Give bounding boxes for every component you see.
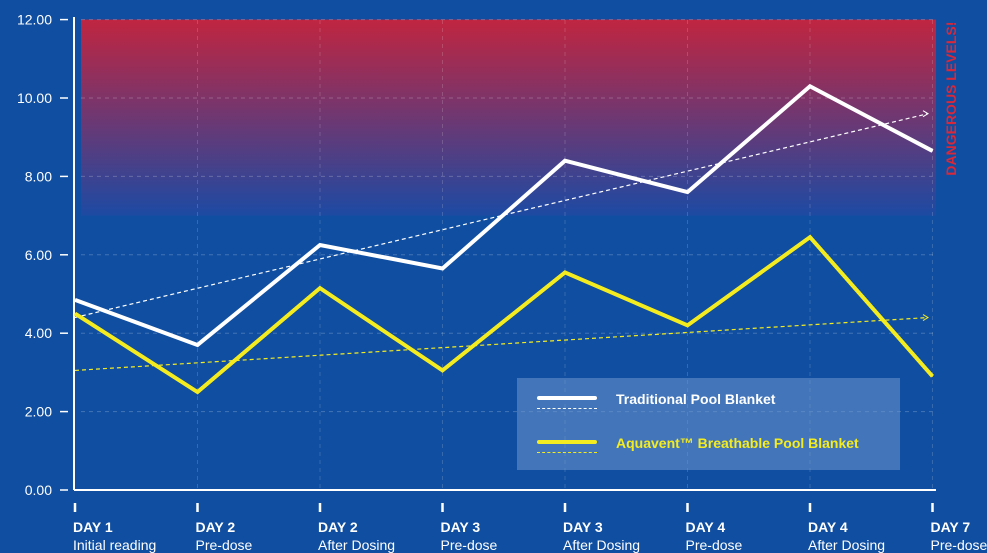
- x-category-day-label: DAY 2: [318, 519, 358, 535]
- legend-item-aquavent: Aquavent™ Breathable Pool Blanket: [517, 430, 900, 460]
- x-category-sub-label: Pre-dose: [931, 537, 987, 553]
- x-category-sub-label: Initial reading: [73, 537, 156, 553]
- data-point-aquavent: [319, 287, 321, 289]
- data-point-aquavent: [197, 391, 198, 393]
- danger-zone-label: DANGEROUS LEVELS!: [943, 22, 959, 176]
- y-tick-label: 0.00: [25, 482, 52, 498]
- x-category-sub-label: Pre-dose: [441, 537, 498, 553]
- legend-swatch-traditional: [537, 396, 597, 400]
- data-point-traditional: [687, 191, 688, 193]
- trend-line-aquavent: [74, 316, 929, 372]
- data-point-aquavent: [809, 236, 811, 238]
- x-category-sub-label: After Dosing: [563, 537, 640, 553]
- data-point-traditional: [319, 244, 321, 246]
- data-point-aquavent: [932, 375, 933, 377]
- y-tick-label: 8.00: [25, 168, 52, 184]
- series-line-aquavent: [73, 234, 935, 395]
- data-point-aquavent: [564, 271, 566, 273]
- y-tick-label: 6.00: [25, 247, 52, 263]
- x-category-day-label: DAY 3: [441, 519, 481, 535]
- y-tick-label: 2.00: [25, 404, 52, 420]
- x-category-day-label: DAY 2: [196, 519, 236, 535]
- data-point-traditional: [197, 344, 198, 346]
- data-point-aquavent: [442, 369, 443, 371]
- series-line-traditional: [74, 83, 934, 348]
- y-tick-label: 12.00: [17, 12, 52, 28]
- trend-arrow-traditional: [922, 110, 929, 118]
- legend: Traditional Pool Blanket Aquavent™ Breat…: [517, 378, 900, 470]
- trend-line-traditional: [74, 113, 929, 319]
- x-category-sub-label: After Dosing: [808, 537, 885, 553]
- x-category-day-label: DAY 1: [73, 519, 113, 535]
- trend-arrow-aquavent: [922, 314, 929, 321]
- x-category-sub-label: Pre-dose: [686, 537, 743, 553]
- legend-trend-aquavent: [537, 452, 597, 453]
- data-point-traditional: [564, 160, 566, 162]
- x-category-day-label: DAY 7: [931, 519, 971, 535]
- x-category-day-label: DAY 3: [563, 519, 603, 535]
- data-point-aquavent: [687, 324, 688, 326]
- data-point-traditional: [74, 299, 76, 301]
- legend-item-traditional: Traditional Pool Blanket: [517, 386, 900, 416]
- x-category-sub-label: After Dosing: [318, 537, 395, 553]
- legend-label-traditional: Traditional Pool Blanket: [616, 391, 776, 407]
- x-category-sub-label: Pre-dose: [196, 537, 253, 553]
- data-point-traditional: [932, 150, 933, 152]
- danger-zone: [81, 19, 936, 216]
- y-tick-label: 4.00: [25, 325, 52, 341]
- x-category-day-label: DAY 4: [808, 519, 848, 535]
- legend-label-aquavent: Aquavent™ Breathable Pool Blanket: [616, 435, 859, 451]
- data-point-aquavent: [74, 313, 76, 315]
- y-tick-label: 10.00: [17, 90, 52, 106]
- data-point-traditional: [809, 85, 811, 87]
- data-point-traditional: [442, 268, 443, 270]
- legend-swatch-aquavent: [537, 440, 597, 444]
- legend-trend-traditional: [537, 408, 597, 409]
- x-category-day-label: DAY 4: [686, 519, 726, 535]
